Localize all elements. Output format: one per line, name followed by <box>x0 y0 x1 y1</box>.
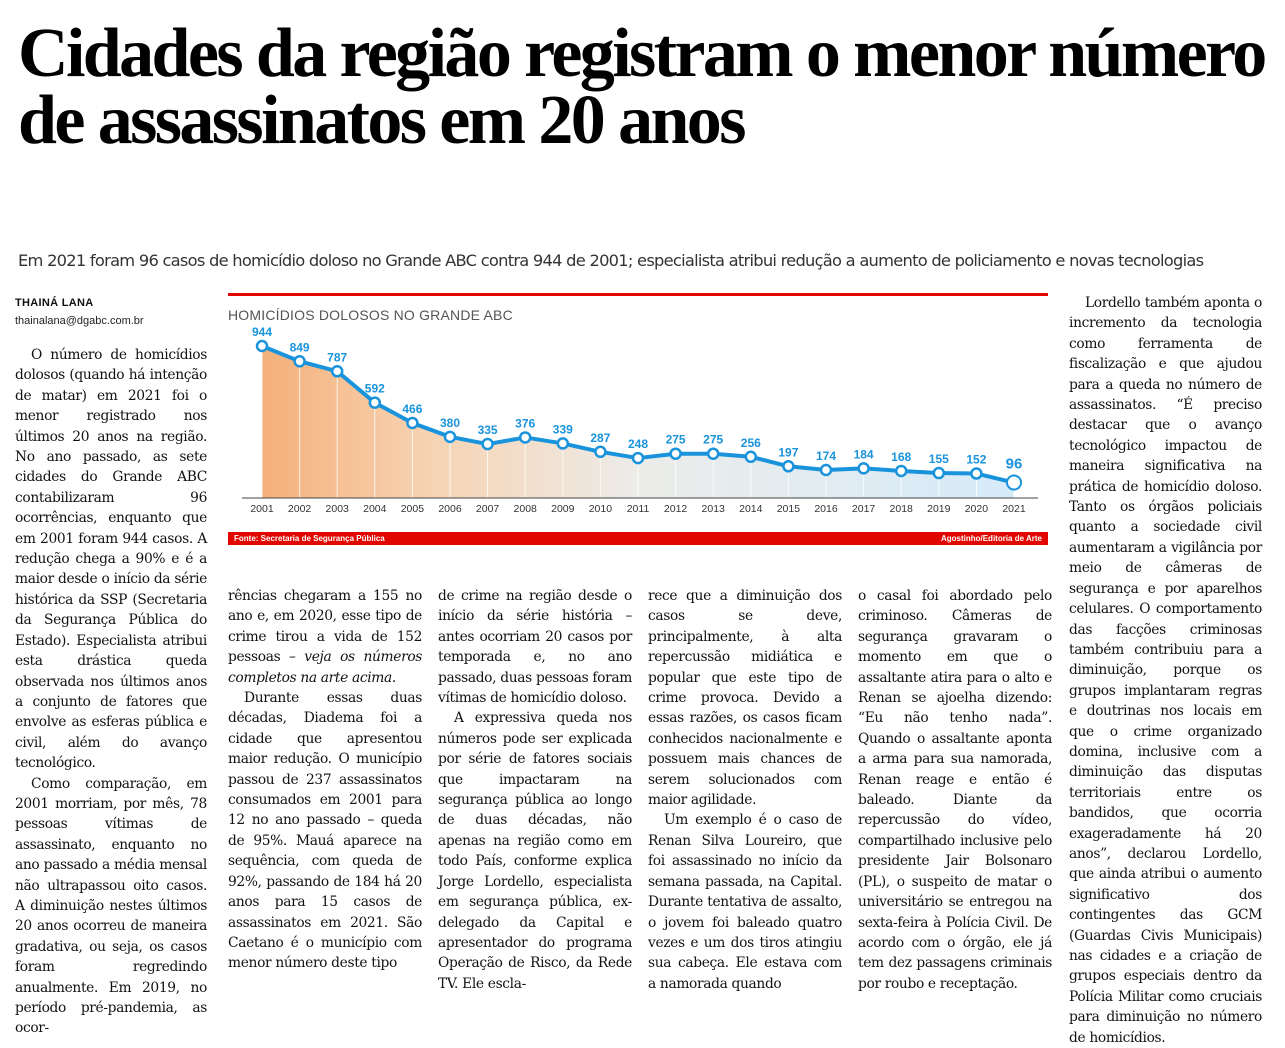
chart-point <box>631 451 645 465</box>
homicide-chart: HOMICÍDIOS DOLOSOS NO GRANDE ABC 944 2001… <box>228 293 1048 515</box>
chart-tick-label: 2013 <box>702 503 726 515</box>
column-4: rece que a diminuição dos casos se deve,… <box>648 586 842 994</box>
chart-data-label: 197 <box>778 445 798 459</box>
chart-data-label: 287 <box>590 431 610 445</box>
paragraph: Como comparação, em 2001 morriam, por mê… <box>15 775 207 1037</box>
chart-data-label: 248 <box>628 437 648 451</box>
chart-point <box>894 464 908 478</box>
chart-tick-label: 2019 <box>927 503 951 515</box>
chart-tick-label: 2005 <box>401 503 425 515</box>
paragraph: Durante essas duas décadas, Diadema foi … <box>228 690 422 972</box>
author-email[interactable]: thainalana@dgabc.com.br <box>15 315 144 327</box>
chart-credit: Agostinho/Editoria de Arte <box>940 534 1042 543</box>
chart-data-label: 339 <box>553 422 573 436</box>
chart-tick-label: 2012 <box>664 503 688 515</box>
chart-tick-label: 2015 <box>777 503 801 515</box>
chart-point <box>518 431 532 444</box>
column-6: Lordello também aponta o incremento da t… <box>1069 293 1262 1048</box>
chart-data-label: 184 <box>854 447 874 461</box>
chart-point <box>594 445 607 459</box>
chart-data-label: 849 <box>290 340 310 354</box>
author-name: THAINÁ LANA <box>15 297 94 309</box>
chart-tick-label: 2002 <box>288 503 312 515</box>
paragraph: o casal foi abordado pelo criminoso. Câm… <box>858 588 1052 992</box>
column-1: O número de homicídios dolosos (quando h… <box>15 345 207 1039</box>
chart-top-rule <box>228 293 1048 296</box>
chart-point <box>857 462 870 475</box>
chart-point <box>782 460 795 473</box>
chart-title: HOMICÍDIOS DOLOSOS NO GRANDE ABC <box>228 307 513 323</box>
chart-data-label: 275 <box>666 433 686 447</box>
paragraph: Lordello também aponta o incremento da t… <box>1069 295 1262 1046</box>
chart-point <box>293 355 306 368</box>
chart-tick-label: 2011 <box>627 503 650 515</box>
chart-point <box>556 437 570 450</box>
chart-data-label: 152 <box>966 453 986 467</box>
chart-point <box>330 365 344 378</box>
column-5: o casal foi abordado pelo criminoso. Câm… <box>858 586 1052 994</box>
chart-tick-label: 2017 <box>852 503 876 515</box>
headline: Cidades da região registram o menor núme… <box>18 15 1267 160</box>
chart-point <box>368 396 382 409</box>
chart-point <box>1006 474 1022 491</box>
chart-point <box>481 437 494 451</box>
chart-point <box>706 447 720 460</box>
chart-source-bar: Fonte: Secretaria de Segurança Pública A… <box>228 532 1048 545</box>
chart-point <box>970 467 983 480</box>
chart-point <box>669 447 682 460</box>
paragraph: A expressiva queda nos números pode ser … <box>438 710 632 992</box>
chart-tick-label: 2014 <box>739 503 763 515</box>
chart-tick-label: 2010 <box>589 503 613 515</box>
deck: Em 2021 foram 96 casos de homicídio dolo… <box>18 251 1204 270</box>
chart-tick-label: 2001 <box>250 503 274 515</box>
chart-point <box>744 450 758 464</box>
chart-tick-label: 2006 <box>438 503 462 515</box>
chart-data-label: 944 <box>252 325 272 339</box>
chart-data-label: 376 <box>515 416 535 430</box>
chart-tick-label: 2021 <box>1002 503 1026 515</box>
chart-tick-label: 2009 <box>551 503 575 515</box>
chart-point <box>819 463 833 477</box>
chart-point <box>255 339 269 353</box>
chart-tick-label: 2003 <box>326 503 350 515</box>
chart-data-label: 155 <box>929 452 949 466</box>
chart-data-label: 787 <box>327 350 347 364</box>
chart-data-label: 380 <box>440 416 460 430</box>
chart-data-label: 335 <box>478 423 498 437</box>
column-2: rências chegaram a 155 no ano e, em 2020… <box>228 586 422 974</box>
chart-data-label: 168 <box>891 450 911 464</box>
chart-tick-label: 2016 <box>814 503 838 515</box>
chart-tick-label: 2018 <box>890 503 914 515</box>
chart-point <box>932 466 946 480</box>
paragraph: O número de homicídios dolosos (quando h… <box>15 347 207 772</box>
chart-point <box>406 416 419 430</box>
chart-tick-label: 2004 <box>363 503 387 515</box>
chart-source: Fonte: Secretaria de Segurança Pública <box>234 534 385 543</box>
chart-tick-label: 2007 <box>476 503 500 515</box>
chart-tick-label: 2008 <box>514 503 538 515</box>
chart-data-label: 174 <box>816 449 836 463</box>
paragraph: Um exemplo é o caso de Renan Silva Loure… <box>648 812 842 992</box>
paragraph: de crime na região desde o início da sér… <box>438 588 632 707</box>
chart-data-label: 256 <box>741 436 761 450</box>
chart-tick-label: 2020 <box>965 503 989 515</box>
paragraph: rece que a diminuição dos casos se deve,… <box>648 588 842 809</box>
column-3: de crime na região desde o início da sér… <box>438 586 632 994</box>
chart-data-label: 96 <box>1006 456 1023 473</box>
chart-reference: veja os números completos na arte acima. <box>228 649 423 686</box>
chart-data-label: 592 <box>365 382 385 396</box>
chart-data-label: 466 <box>402 402 422 416</box>
chart-data-label: 275 <box>703 433 723 447</box>
chart-point <box>443 430 457 444</box>
paragraph: rências chegaram a 155 no ano e, em 2020… <box>228 588 423 686</box>
